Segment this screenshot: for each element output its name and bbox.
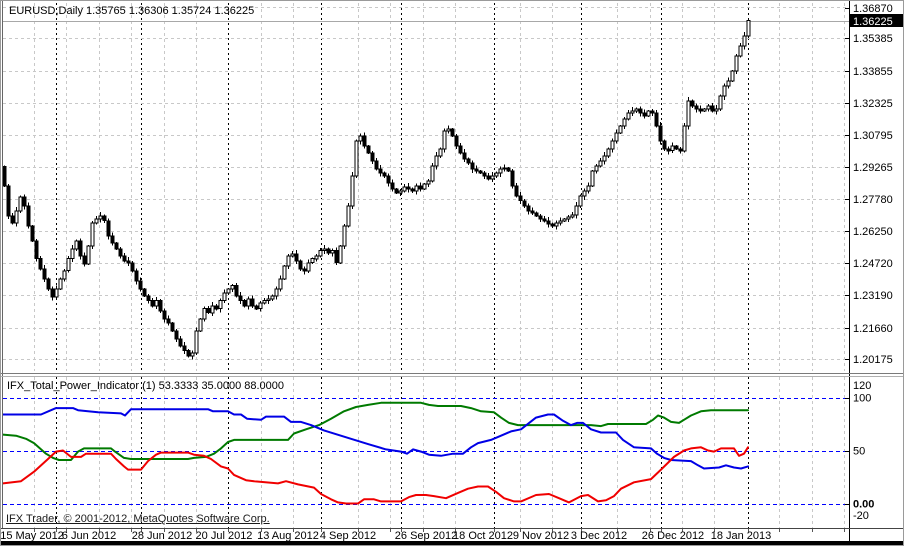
date-label: 18 Jan 2013	[711, 530, 772, 542]
date-label: 26 Dec 2012	[642, 530, 704, 542]
copyright-link[interactable]: IFX Trader, © 2001-2012, MetaQuotes Soft…	[6, 513, 270, 525]
indicator-pane[interactable]	[3, 377, 849, 528]
date-label: 26 Sep 2012	[395, 530, 457, 542]
main-chart-pane[interactable]	[3, 3, 849, 371]
price-axis-label: 1.32325	[853, 98, 893, 110]
date-label: 15 May 2012	[1, 530, 64, 542]
vertical-gridlines	[34, 3, 845, 528]
price-gridlines	[3, 7, 849, 360]
date-label: 20 Jul 2012	[196, 530, 253, 542]
price-axis-label: 1.23190	[853, 290, 893, 302]
price-axis-label: 1.35385	[853, 33, 893, 45]
indicator-title: IFX_Total_Power_Indicator (1) 53.3333 35…	[7, 380, 285, 392]
indicator-axis-label: -20	[853, 510, 869, 522]
price-axis-label: 1.36870	[853, 3, 893, 15]
date-label: 9 Nov 2012	[513, 530, 569, 542]
price-axis-label: 1.26250	[853, 226, 893, 238]
price-axis-label: 1.30795	[853, 130, 893, 142]
price-axis-label: 1.21660	[853, 323, 893, 335]
date-label: 28 Jun 2012	[132, 530, 193, 542]
date-label: 6 Jun 2012	[62, 530, 116, 542]
indicator-axis-label: 50	[853, 446, 865, 458]
date-label: 13 Aug 2012	[257, 530, 319, 542]
indicator-axis-label: 120	[853, 380, 871, 392]
price-axis-label: 1.24720	[853, 258, 893, 270]
price-axis-label: 1.20175	[853, 354, 893, 366]
price-axis-label: 1.27780	[853, 194, 893, 206]
current-price-badge	[850, 14, 903, 27]
date-label: 18 Oct 2012	[453, 530, 513, 542]
price-axis-label: 1.29265	[853, 162, 893, 174]
candlestick-series	[2, 19, 751, 360]
indicator-line-blue	[2, 407, 749, 470]
indicator-line-red	[2, 446, 749, 505]
date-label: 3 Dec 2012	[571, 530, 627, 542]
chart-title: EURUSD,Daily 1.35765 1.36306 1.35724 1.3…	[9, 5, 255, 17]
current-price-label: 1.36225	[853, 16, 893, 28]
indicator-level-lines	[3, 398, 849, 505]
date-label: 4 Sep 2012	[320, 530, 376, 542]
indicator-line-green	[2, 401, 749, 461]
indicator-axis-label: 0.00	[853, 499, 874, 511]
price-axis-label: 1.33855	[853, 66, 893, 78]
period-separators	[56, 3, 749, 528]
pane-splitter[interactable]	[1, 373, 904, 377]
indicator-axis-label: 100	[853, 393, 871, 405]
